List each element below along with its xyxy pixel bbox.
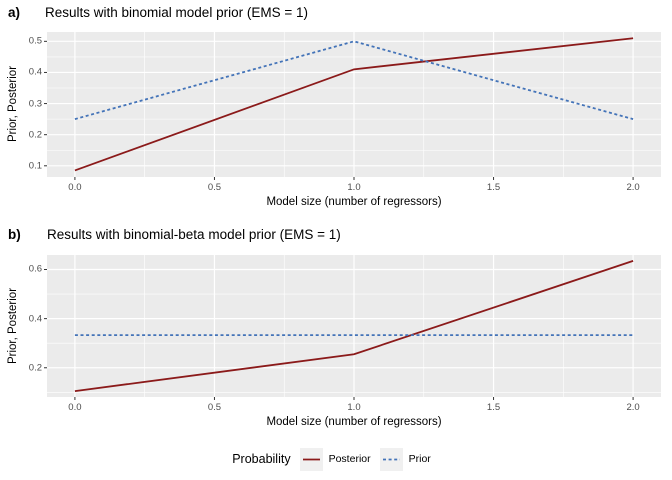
y-tick-label: 0.2 [28,362,42,374]
panel-b-x-axis-label: Model size (number of regressors) [266,416,442,428]
legend: Probability Posterior Prior [0,446,672,472]
y-tick-label: 0.3 [28,98,42,110]
legend-label: Prior [408,453,431,465]
x-tick-label: 0.5 [207,402,222,413]
panel-b-title: Results with binomial-beta model prior (… [47,227,341,242]
panel-a-title: Results with binomial model prior (EMS =… [45,5,308,20]
legend-title: Probability [232,452,291,466]
legend-item-prior: Prior [379,447,431,471]
x-tick-label: 2.0 [626,182,640,193]
panel-a-x-axis-label: Model size (number of regressors) [266,196,442,208]
y-tick-label: 0.4 [28,66,42,78]
series-line-posterior [74,37,634,172]
panel-a-tag: a) [8,5,21,20]
x-tick-label: 1.0 [347,182,361,193]
x-tick-label: 0.0 [68,182,82,193]
y-tick-label: 0.5 [28,35,42,47]
series-line-posterior [74,260,634,392]
x-tick-label: 2.0 [626,402,640,413]
series-line-prior [74,40,634,120]
legend-label: Posterior [328,453,371,465]
panel-b-tag: b) [8,227,21,242]
legend-items: Posterior Prior [299,447,440,471]
y-tick-label: 0.4 [28,313,42,325]
y-tick-label: 0.2 [28,129,42,141]
x-tick-label: 1.0 [347,402,361,413]
x-tick-label: 0.0 [68,402,82,413]
legend-key-prior-line-icon [379,447,403,471]
x-tick-label: 1.5 [486,402,501,413]
x-tick-label: 0.5 [207,182,222,193]
legend-key-posterior-line-icon [299,447,323,471]
panel-b-y-axis-label: Prior, Posterior [7,287,19,365]
y-tick-label: 0.6 [28,263,42,275]
x-tick-label: 1.5 [486,182,501,193]
y-tick-label: 0.1 [28,160,42,172]
legend-item-posterior: Posterior [299,447,371,471]
